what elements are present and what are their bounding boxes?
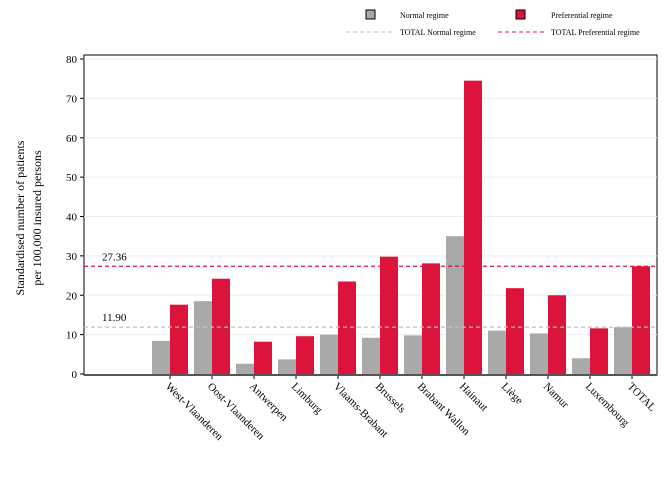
x-tick-label: Antwerpen bbox=[247, 381, 290, 424]
plot-area: 01020304050607080West-VlaanderenOost-Vla… bbox=[66, 54, 658, 443]
bar-normal-regime-total bbox=[614, 327, 632, 374]
bar-preferential-regime-total bbox=[632, 266, 650, 374]
x-tick-label: Hainaut bbox=[457, 381, 490, 414]
bar-normal-regime-luxembourg bbox=[572, 358, 590, 374]
chart-legend: Normal regime Preferential regime TOTAL No… bbox=[346, 9, 640, 37]
bar-normal-regime-liege bbox=[488, 330, 506, 374]
bar-normal-regime-vlaams-brabant bbox=[320, 334, 338, 374]
y-tick-label: 20 bbox=[66, 290, 78, 302]
legend-swatch-normal-regime bbox=[365, 9, 376, 20]
bar-preferential-regime-namur bbox=[548, 295, 566, 374]
legend-label-preferential-regime: Preferential regime bbox=[551, 11, 613, 20]
bar-preferential-regime-liege bbox=[506, 288, 524, 374]
reference-line-label: 11.90 bbox=[102, 312, 127, 324]
y-tick-label: 70 bbox=[66, 93, 78, 105]
bar-normal-regime-oost-vlaanderen bbox=[194, 301, 212, 374]
x-tick-label: Limburg bbox=[289, 381, 325, 417]
bar-normal-regime-namur bbox=[530, 333, 548, 374]
bar-preferential-regime-brabant-wallon bbox=[422, 263, 440, 374]
bar-normal-regime-west-vlaanderen bbox=[152, 340, 170, 374]
legend-label-total-preferential-regime: TOTAL Preferential regime bbox=[551, 28, 640, 37]
bar-preferential-regime-west-vlaanderen bbox=[170, 304, 188, 374]
legend-label-total-normal-regime: TOTAL Normal regime bbox=[400, 28, 476, 37]
y-tick-label: 30 bbox=[66, 251, 78, 263]
bar-preferential-regime-limburg bbox=[296, 336, 314, 374]
bar-normal-regime-brabant-wallon bbox=[404, 335, 422, 374]
bar-normal-regime-limburg bbox=[278, 359, 296, 374]
bar-normal-regime-brussels bbox=[362, 337, 380, 374]
bar-preferential-regime-hainaut bbox=[464, 80, 482, 374]
x-tick-label: Namur bbox=[541, 381, 571, 411]
y-tick-label: 0 bbox=[72, 369, 78, 381]
y-axis-label-line-1: Standardised number of patients bbox=[13, 140, 27, 295]
x-tick-label: Brussels bbox=[373, 381, 408, 416]
bar-preferential-regime-antwerpen bbox=[254, 341, 272, 374]
x-tick-label: Luxembourg bbox=[583, 381, 632, 430]
bar-normal-regime-antwerpen bbox=[236, 363, 254, 374]
y-tick-label: 60 bbox=[66, 133, 78, 145]
x-tick-label: Liège bbox=[499, 381, 525, 407]
bar-preferential-regime-oost-vlaanderen bbox=[212, 278, 230, 374]
y-tick-label: 80 bbox=[66, 54, 78, 66]
bar-normal-regime-hainaut bbox=[446, 236, 464, 374]
y-tick-label: 40 bbox=[66, 212, 78, 224]
bar-preferential-regime-brussels bbox=[380, 256, 398, 374]
y-axis-label-line-2: per 100,000 insured persons bbox=[30, 150, 44, 286]
reference-line-label: 27.36 bbox=[102, 251, 127, 263]
x-tick-label: TOTAL bbox=[625, 381, 658, 414]
y-tick-label: 50 bbox=[66, 172, 78, 184]
bar-preferential-regime-luxembourg bbox=[590, 328, 608, 374]
legend-label-normal-regime: Normal regime bbox=[400, 11, 449, 20]
legend-swatch-preferential-regime bbox=[515, 9, 526, 20]
y-tick-label: 10 bbox=[66, 330, 78, 342]
